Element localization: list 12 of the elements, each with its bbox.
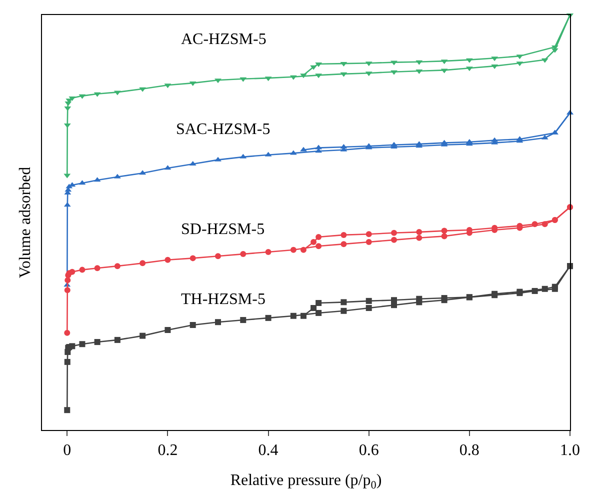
x-tick-label: 0.4 [258,442,278,460]
series-label: SD-HZSM-5 [181,221,265,238]
x-tick-label: 0.6 [358,442,379,460]
series-label: TH-HZSM-5 [181,291,266,308]
x-tick-label: 0 [63,442,72,460]
series-label: SAC-HZSM-5 [176,121,270,138]
series-label: AC-HZSM-5 [181,31,266,48]
y-axis-title: Volume adsorbed [16,166,34,278]
x-tick-label: 1.0 [560,442,580,460]
x-tick-label: 0.8 [459,442,480,460]
x-axis-title: Relative pressure (p/p$_{0}$) [230,472,382,492]
x-tick-label: 0.2 [158,442,178,460]
